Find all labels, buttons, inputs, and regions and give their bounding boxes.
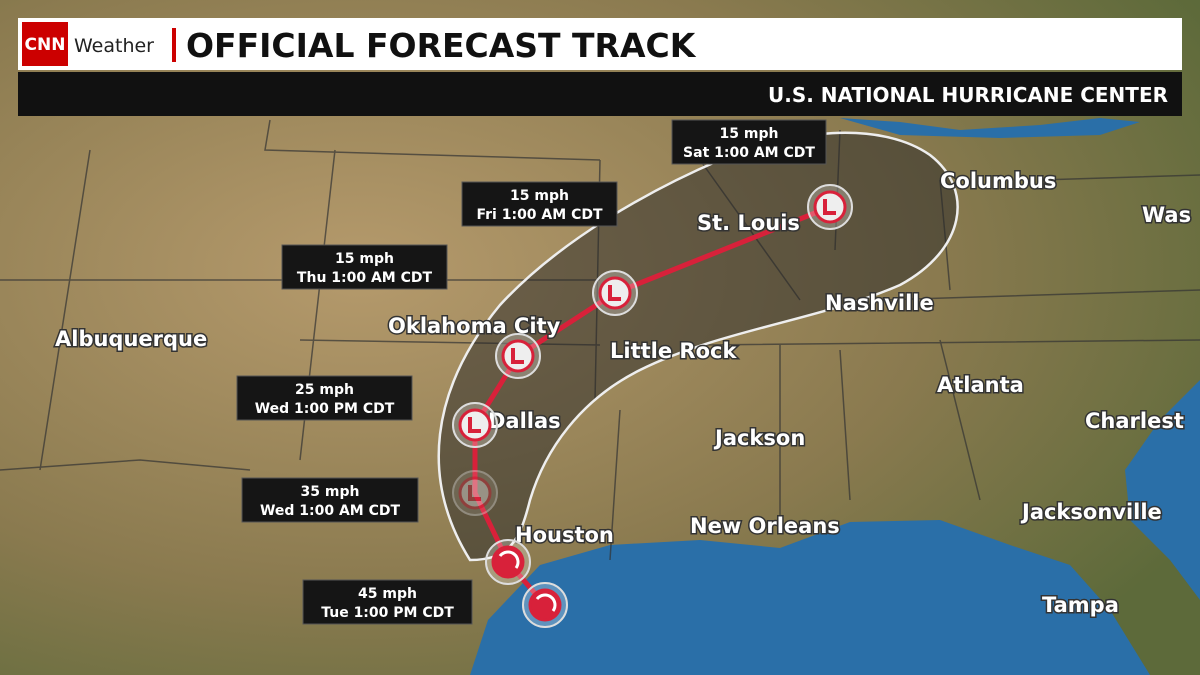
city-label: Little Rock (610, 339, 737, 363)
forecast-label: 45 mph Tue 1:00 PM CDT (302, 579, 473, 625)
marker-swirl (498, 550, 520, 569)
city-label: Tampa (1042, 593, 1119, 617)
marker-swirl (535, 593, 557, 612)
low-marker (452, 402, 498, 448)
city-label: Jacksonville (1020, 500, 1162, 524)
forecast-label: 35 mph Wed 1:00 AM CDT (241, 477, 419, 523)
hurricane-marker (522, 582, 568, 628)
city-label: Jackson (713, 426, 805, 450)
low-marker (452, 470, 498, 516)
speed: 15 mph (335, 251, 394, 267)
marker-core (458, 408, 492, 442)
city-label: Was (1142, 203, 1191, 227)
city-label: Albuquerque (55, 327, 207, 351)
speed: 15 mph (720, 126, 779, 142)
forecast-cone (437, 131, 959, 562)
marker-l (608, 285, 621, 301)
speed: 25 mph (295, 382, 354, 398)
atlantic (1125, 380, 1200, 600)
label-box (241, 477, 419, 523)
forecast-label: 25 mph Wed 1:00 PM CDT (236, 375, 413, 421)
speed: 45 mph (358, 586, 417, 602)
title-bar (18, 18, 1182, 70)
brand: Weather (74, 35, 154, 57)
marker-l (511, 348, 524, 364)
city-label: New Orleans (690, 514, 840, 538)
marker-core (458, 476, 492, 510)
low-marker (807, 184, 853, 230)
forecast-label: 15 mph Sat 1:00 AM CDT (671, 119, 827, 165)
gulf (470, 520, 1150, 675)
city-label: Atlanta (937, 373, 1024, 397)
time: Tue 1:00 PM CDT (321, 605, 454, 621)
forecast-label: 15 mph Thu 1:00 AM CDT (281, 244, 448, 290)
marker-l (468, 417, 481, 433)
city-label: Charlest (1085, 409, 1184, 433)
city-label: Dallas (488, 409, 561, 433)
city-label: Houston (515, 523, 614, 547)
logo-box (22, 22, 68, 66)
time: Wed 1:00 AM CDT (260, 503, 401, 519)
title: OFFICIAL FORECAST TRACK (186, 26, 697, 65)
marker-ring (452, 470, 498, 516)
divider (172, 28, 176, 62)
source: U.S. NATIONAL HURRICANE CENTER (768, 83, 1168, 107)
hurricane-marker (485, 539, 531, 585)
source-bar (18, 72, 1182, 116)
low-marker (495, 333, 541, 379)
time: Fri 1:00 AM CDT (476, 207, 602, 223)
label-box (236, 375, 413, 421)
city-label: St. Louis (697, 211, 800, 235)
label-box (302, 579, 473, 625)
label-box (671, 119, 827, 165)
city-label: Nashville (825, 291, 934, 315)
lakes (840, 118, 1140, 138)
city-label: Oklahoma City (388, 314, 561, 338)
time: Sat 1:00 AM CDT (683, 145, 815, 161)
label-box (461, 181, 618, 227)
marker-l (468, 485, 481, 501)
logo: CNN (25, 35, 66, 55)
marker-l (823, 199, 836, 215)
time: Wed 1:00 PM CDT (255, 401, 395, 417)
label-box (281, 244, 448, 290)
forecast-label: 15 mph Fri 1:00 AM CDT (461, 181, 618, 227)
marker-core (813, 190, 847, 224)
marker-core (598, 276, 632, 310)
speed: 15 mph (510, 188, 569, 204)
city-label: Columbus (940, 169, 1056, 193)
marker-core (501, 339, 535, 373)
speed: 35 mph (301, 484, 360, 500)
low-marker (592, 270, 638, 316)
time: Thu 1:00 AM CDT (297, 270, 433, 286)
